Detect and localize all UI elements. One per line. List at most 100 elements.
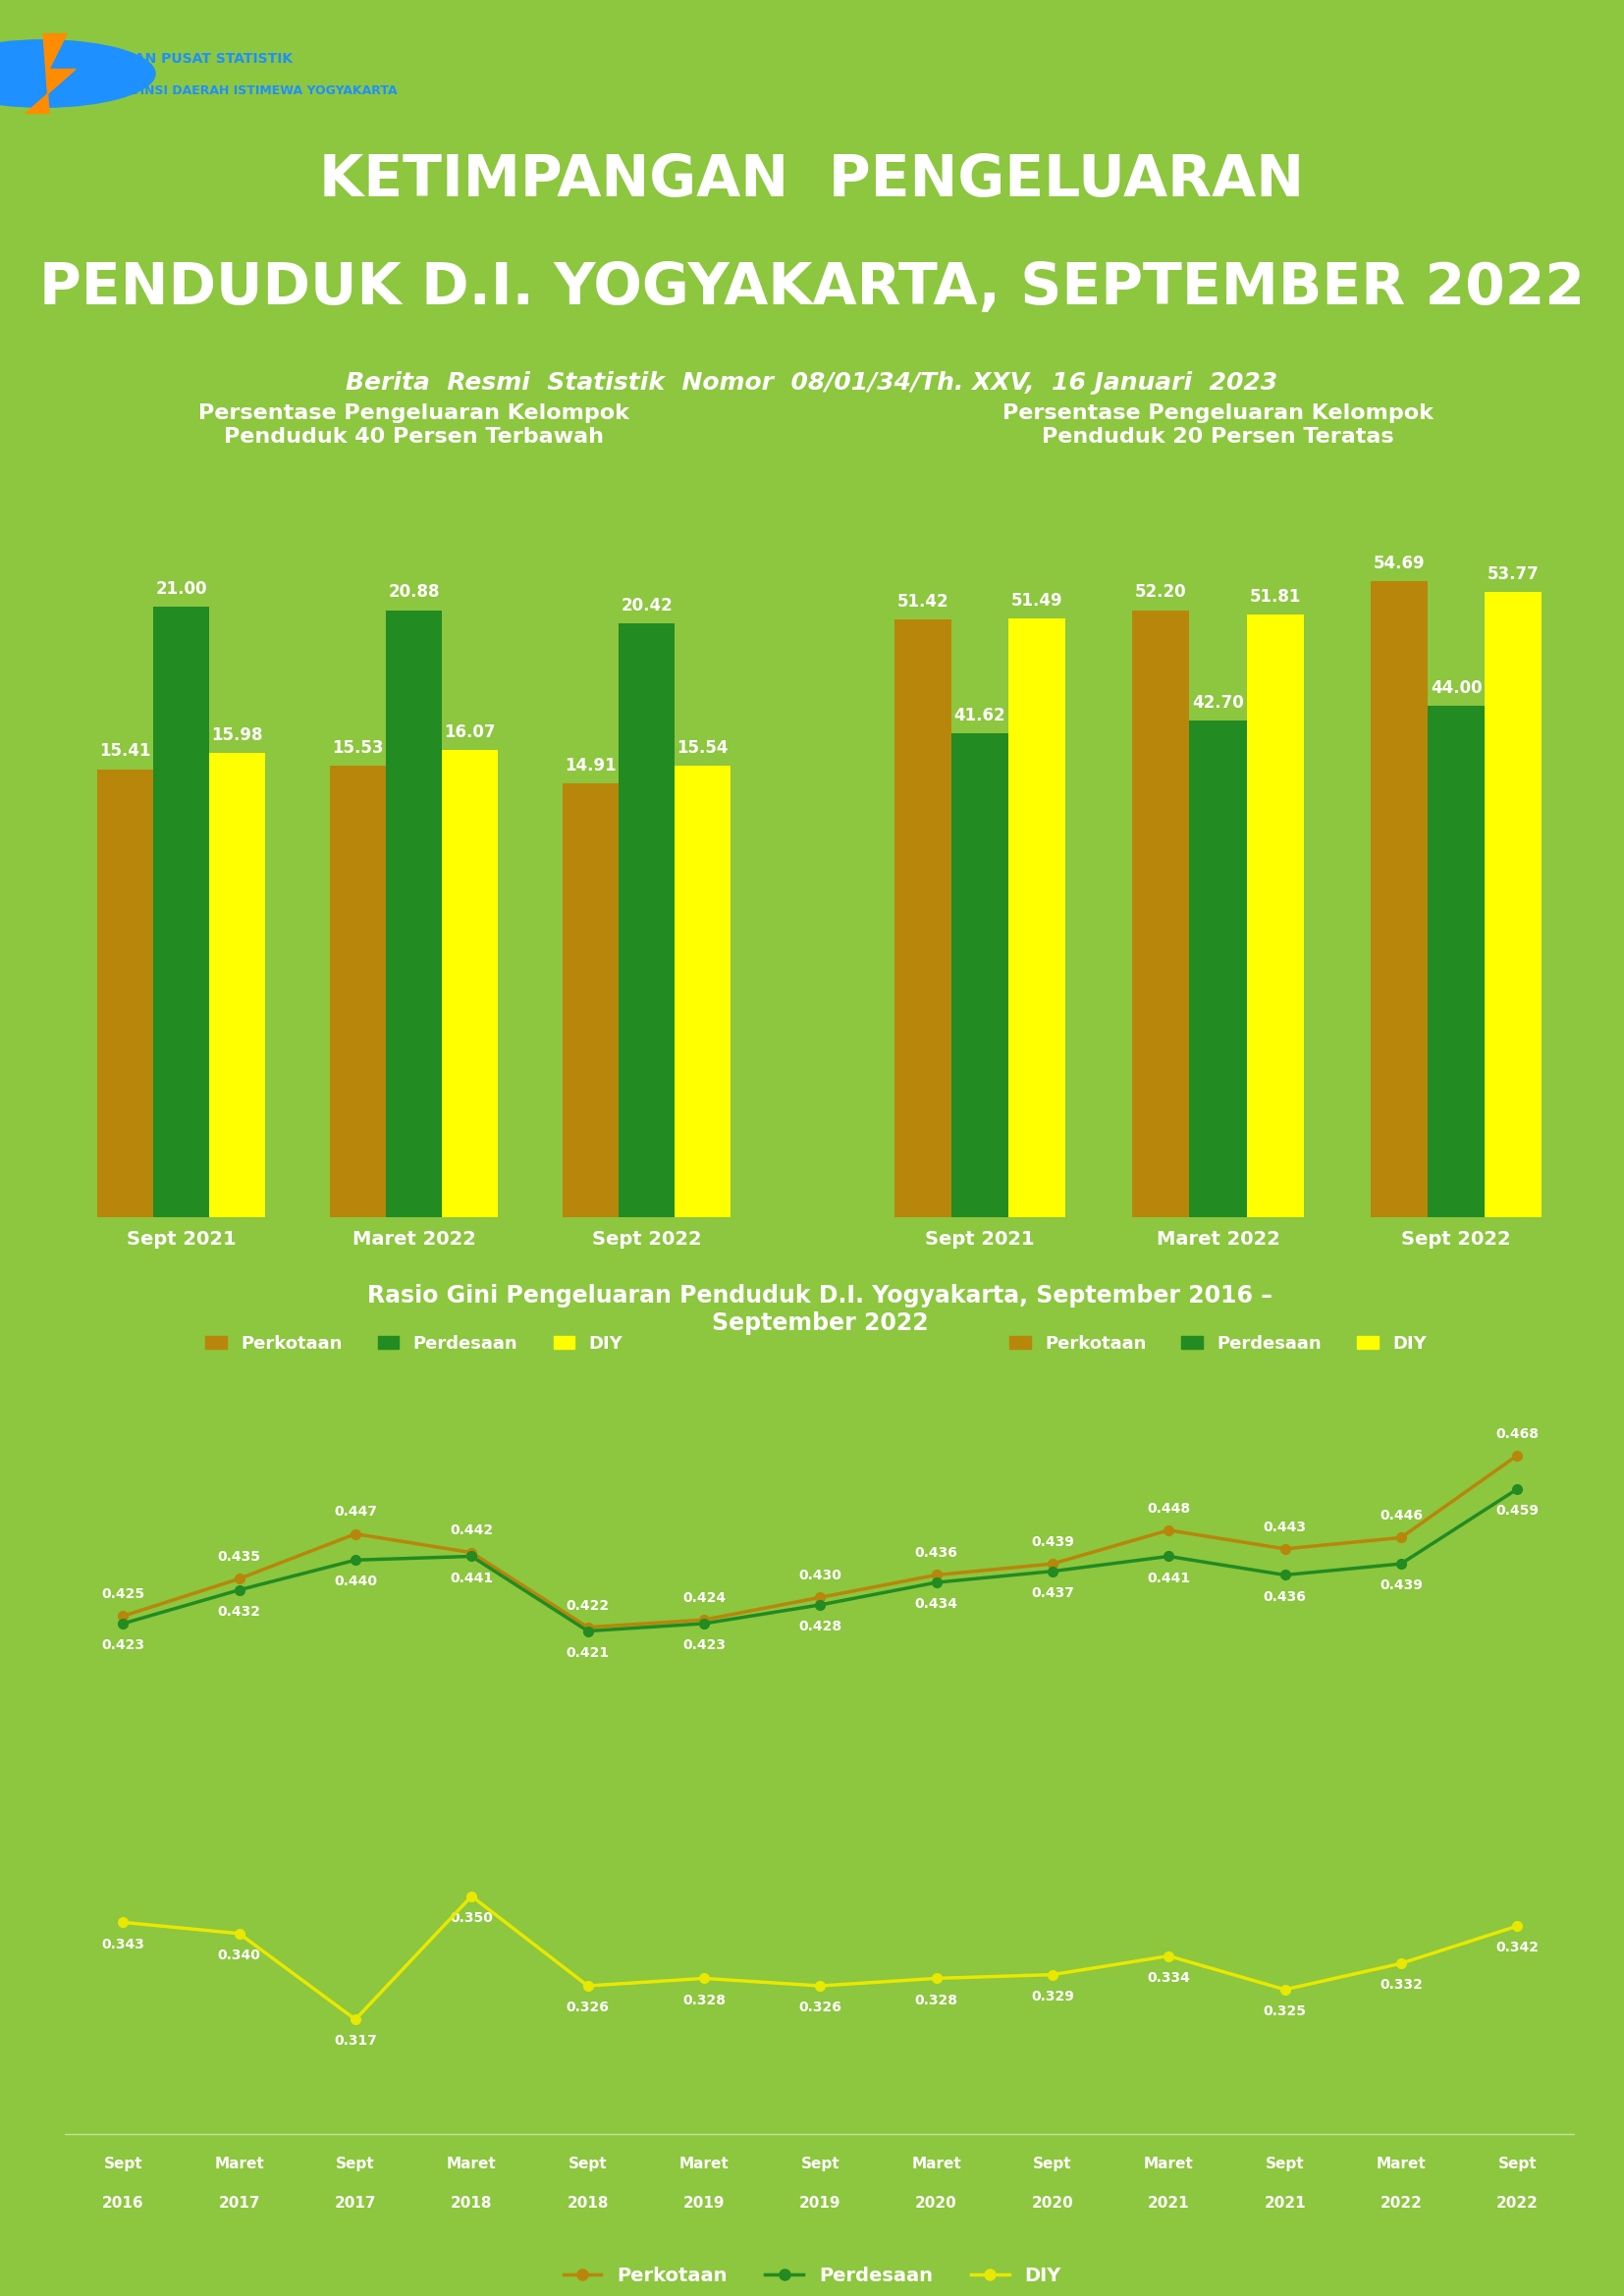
Text: 51.49: 51.49 [1012,592,1062,608]
Text: Maret: Maret [1143,2156,1194,2172]
Text: BADAN PUSAT STATISTIK: BADAN PUSAT STATISTIK [102,51,292,64]
Text: 0.423: 0.423 [682,1639,726,1653]
Text: 42.70: 42.70 [1192,693,1244,712]
Text: 0.350: 0.350 [450,1910,494,1924]
Text: 14.91: 14.91 [565,758,617,774]
Text: KETIMPANGAN  PENGELUARAN: KETIMPANGAN PENGELUARAN [320,152,1304,209]
Text: 20.88: 20.88 [388,583,440,602]
Text: PROVINSI DAERAH ISTIMEWA YOGYAKARTA: PROVINSI DAERAH ISTIMEWA YOGYAKARTA [102,85,398,96]
Legend: Perkotaan, Perdesaan, DIY: Perkotaan, Perdesaan, DIY [1002,1327,1434,1359]
Text: 0.342: 0.342 [1496,1940,1540,1954]
Text: Sept: Sept [568,2156,607,2172]
Text: 0.447: 0.447 [335,1506,377,1520]
Text: Sept: Sept [336,2156,375,2172]
Text: 0.425: 0.425 [101,1587,145,1600]
Text: Maret: Maret [214,2156,265,2172]
Text: 0.446: 0.446 [1379,1508,1423,1522]
Bar [1132,611,1189,1217]
Text: 44.00: 44.00 [1431,680,1483,696]
Text: PENDUDUK D.I. YOGYAKARTA, SEPTEMBER 2022: PENDUDUK D.I. YOGYAKARTA, SEPTEMBER 2022 [39,259,1585,317]
Bar [387,611,442,1217]
Bar [442,751,499,1217]
Text: Sept: Sept [1033,2156,1072,2172]
Text: 0.443: 0.443 [1263,1520,1306,1534]
Text: 2022: 2022 [1380,2195,1423,2211]
Title: Persentase Pengeluaran Kelompok
Penduduk 20 Persen Teratas: Persentase Pengeluaran Kelompok Penduduk… [1002,404,1434,445]
Text: 0.424: 0.424 [682,1591,726,1605]
Text: 0.439: 0.439 [1031,1536,1073,1550]
Text: 0.468: 0.468 [1496,1426,1540,1440]
Bar [1247,615,1304,1217]
Text: 0.430: 0.430 [799,1568,841,1582]
Text: 0.328: 0.328 [914,1993,958,2007]
Text: 0.326: 0.326 [799,2000,841,2014]
Text: Sept: Sept [801,2156,840,2172]
Text: 0.343: 0.343 [102,1938,145,1952]
Text: Maret: Maret [679,2156,729,2172]
Text: 2016: 2016 [102,2195,145,2211]
Text: 15.98: 15.98 [211,726,263,744]
Text: 2022: 2022 [1496,2195,1538,2211]
Text: 2017: 2017 [218,2195,260,2211]
Bar [153,606,209,1217]
Text: 0.441: 0.441 [1147,1570,1190,1584]
Text: 15.53: 15.53 [333,739,383,758]
Text: Maret: Maret [911,2156,961,2172]
Text: 0.436: 0.436 [1263,1589,1306,1603]
Text: 53.77: 53.77 [1488,565,1540,583]
Text: Berita  Resmi  Statistik  Nomor  08/01/34/Th. XXV,  16 Januari  2023: Berita Resmi Statistik Nomor 08/01/34/Th… [346,372,1278,395]
Text: 20.42: 20.42 [620,597,672,615]
Title: Persentase Pengeluaran Kelompok
Penduduk 40 Persen Terbawah: Persentase Pengeluaran Kelompok Penduduk… [198,404,630,445]
Bar [564,783,619,1217]
Text: Maret: Maret [447,2156,497,2172]
Text: 2021: 2021 [1148,2195,1190,2211]
Polygon shape [26,34,76,113]
Text: 0.432: 0.432 [218,1605,261,1619]
Text: 0.428: 0.428 [799,1619,841,1632]
Bar [619,625,676,1217]
Text: 0.332: 0.332 [1379,1979,1423,1993]
Text: 0.436: 0.436 [914,1545,958,1559]
Text: 0.440: 0.440 [335,1575,377,1589]
Bar [1189,721,1247,1217]
Text: 2018: 2018 [567,2195,609,2211]
Legend: Perkotaan, Perdesaan, DIY: Perkotaan, Perdesaan, DIY [555,2259,1069,2294]
Text: 0.423: 0.423 [101,1639,145,1653]
Text: 51.42: 51.42 [896,592,948,611]
Bar [330,767,387,1217]
Text: 2020: 2020 [916,2195,957,2211]
Text: 0.434: 0.434 [914,1598,958,1612]
Text: 2019: 2019 [684,2195,724,2211]
Text: 41.62: 41.62 [953,707,1005,723]
Bar [676,765,731,1217]
Text: 2019: 2019 [799,2195,841,2211]
Legend: Perkotaan, Perdesaan, DIY: Perkotaan, Perdesaan, DIY [198,1327,630,1359]
Text: 0.448: 0.448 [1147,1502,1190,1515]
Text: 2021: 2021 [1263,2195,1306,2211]
Text: 15.41: 15.41 [99,742,151,760]
Text: 54.69: 54.69 [1374,556,1424,572]
Bar [1484,592,1541,1217]
Bar [952,732,1009,1217]
Text: 0.442: 0.442 [450,1525,494,1538]
Text: 21.00: 21.00 [156,581,208,597]
Bar [1371,581,1427,1217]
Bar [895,620,952,1217]
Text: 0.328: 0.328 [682,1993,726,2007]
Text: Sept: Sept [1265,2156,1304,2172]
Title: Rasio Gini Pengeluaran Penduduk D.I. Yogyakarta, September 2016 –
September 2022: Rasio Gini Pengeluaran Penduduk D.I. Yog… [367,1283,1273,1334]
Text: Sept: Sept [1497,2156,1536,2172]
Text: 0.441: 0.441 [450,1570,494,1584]
Text: 0.326: 0.326 [567,2000,609,2014]
Bar [209,753,265,1217]
Text: 0.437: 0.437 [1031,1587,1073,1600]
Text: 0.439: 0.439 [1379,1580,1423,1593]
Text: 0.317: 0.317 [335,2034,377,2048]
Text: 2017: 2017 [335,2195,377,2211]
Text: 0.422: 0.422 [567,1598,609,1612]
Text: 0.325: 0.325 [1263,2004,1306,2018]
Text: Maret: Maret [1376,2156,1426,2172]
Text: Sept: Sept [104,2156,143,2172]
Text: 2020: 2020 [1031,2195,1073,2211]
Text: 2018: 2018 [451,2195,492,2211]
